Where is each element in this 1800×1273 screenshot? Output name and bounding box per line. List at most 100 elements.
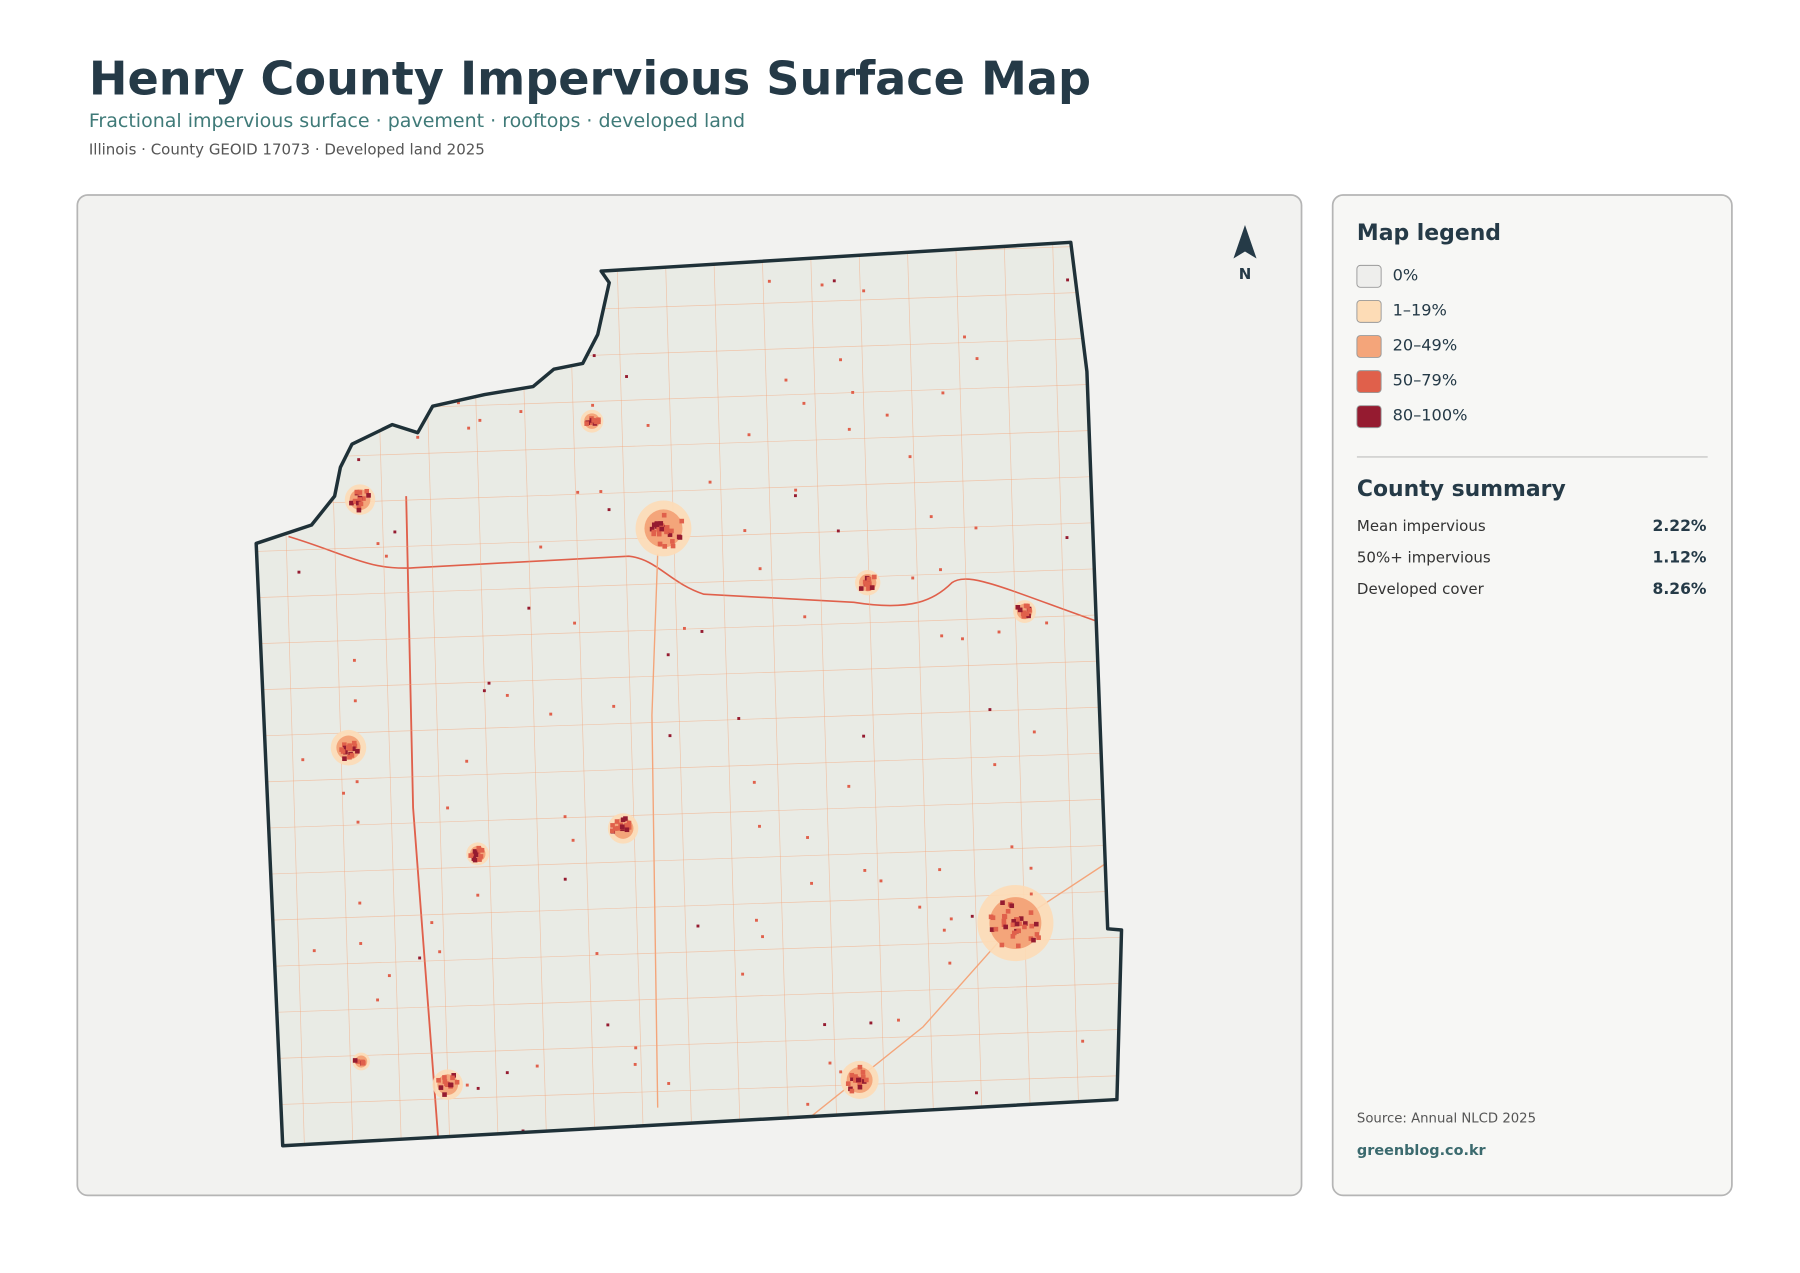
map: N	[254, 224, 1257, 1148]
built-block	[1022, 924, 1027, 930]
farmstead	[376, 998, 380, 1002]
built-block	[442, 1092, 447, 1097]
built-block	[857, 1064, 863, 1070]
built-block	[364, 488, 370, 494]
road	[1003, 242, 1032, 1146]
farmstead	[1010, 845, 1014, 849]
built-block	[366, 493, 371, 498]
built-block	[342, 742, 347, 747]
legend-swatch	[1356, 405, 1382, 429]
built-block	[1014, 921, 1020, 927]
built-block	[667, 532, 673, 537]
farmstead	[939, 568, 942, 572]
built-block	[353, 498, 358, 504]
legend-title: Map legend	[1357, 221, 1501, 246]
built-block	[872, 574, 877, 580]
built-block	[1010, 934, 1016, 939]
built-block	[343, 749, 348, 755]
road	[712, 242, 742, 1146]
built-block	[1033, 921, 1039, 927]
farmstead	[847, 427, 851, 431]
farmstead	[1065, 536, 1069, 540]
farmstead	[446, 806, 450, 810]
farmstead	[591, 403, 595, 407]
summary-value: 8.26%	[1653, 580, 1707, 598]
built-block	[849, 1072, 855, 1078]
built-block	[869, 585, 875, 590]
built-block	[866, 586, 871, 591]
farmstead	[737, 717, 741, 720]
farmstead	[527, 606, 531, 610]
farmstead	[430, 921, 434, 925]
road	[664, 242, 693, 1146]
built-block	[1015, 604, 1021, 610]
legend: 0% 1–19% 20–49% 50–79% 80–100%	[1356, 264, 1467, 429]
built-block	[610, 823, 615, 828]
farmstead	[828, 1061, 832, 1065]
farmstead	[563, 815, 567, 819]
built-block	[454, 1079, 460, 1085]
farmstead	[820, 283, 824, 287]
farmstead	[758, 824, 761, 828]
farmstead	[839, 358, 842, 362]
road	[761, 242, 790, 1146]
built-block	[442, 1075, 447, 1080]
road	[256, 567, 1122, 599]
built-block	[355, 500, 361, 506]
built-block	[857, 1084, 863, 1090]
legend-label: 1–19%	[1393, 300, 1447, 319]
farmstead	[806, 836, 809, 839]
farmstead	[851, 390, 855, 394]
farmstead	[1029, 866, 1033, 870]
built-block	[450, 1075, 455, 1081]
county-fill	[256, 242, 1122, 1146]
farmstead	[794, 494, 797, 498]
farmstead	[975, 357, 979, 361]
legend-label: 50–79%	[1393, 371, 1457, 390]
built-block	[479, 847, 485, 853]
road	[256, 475, 1122, 506]
built-block	[988, 914, 994, 920]
farmstead	[625, 375, 628, 378]
farmstead	[476, 1086, 480, 1090]
subtitle: Fractional impervious surface · pavement…	[89, 110, 745, 132]
farmstead	[929, 515, 933, 519]
road	[256, 1075, 1122, 1106]
built-block	[360, 1060, 366, 1066]
farmstead	[682, 626, 686, 630]
farmstead	[752, 780, 756, 784]
farmstead	[879, 879, 883, 883]
built-block	[1025, 603, 1030, 609]
built-block	[862, 579, 868, 585]
farmstead	[847, 784, 851, 788]
built-block	[354, 489, 360, 495]
built-block	[624, 823, 629, 828]
built-block	[436, 1077, 441, 1083]
farmstead	[633, 1062, 637, 1066]
north-label: N	[1239, 265, 1252, 283]
built-block	[651, 531, 657, 537]
farmstead	[359, 942, 363, 945]
farmstead	[301, 758, 305, 762]
built-block	[1027, 608, 1032, 613]
farmstead	[482, 689, 486, 693]
farmstead	[918, 905, 922, 909]
built-block	[624, 827, 630, 833]
farmstead	[794, 488, 798, 492]
farmstead	[571, 838, 575, 842]
built-block	[866, 576, 872, 582]
built-block	[845, 1081, 851, 1086]
built-block	[654, 521, 660, 526]
road	[256, 521, 1122, 552]
site-link[interactable]: greenblog.co.kr	[1357, 1143, 1487, 1159]
built-block	[468, 853, 474, 858]
built-block	[1028, 910, 1034, 915]
built-block	[1029, 923, 1035, 929]
built-block	[347, 744, 352, 750]
built-block	[1009, 903, 1015, 909]
built-block	[591, 418, 596, 423]
farmstead	[519, 410, 523, 413]
road	[256, 705, 1122, 737]
farmstead	[938, 868, 942, 872]
farmstead	[465, 759, 469, 763]
